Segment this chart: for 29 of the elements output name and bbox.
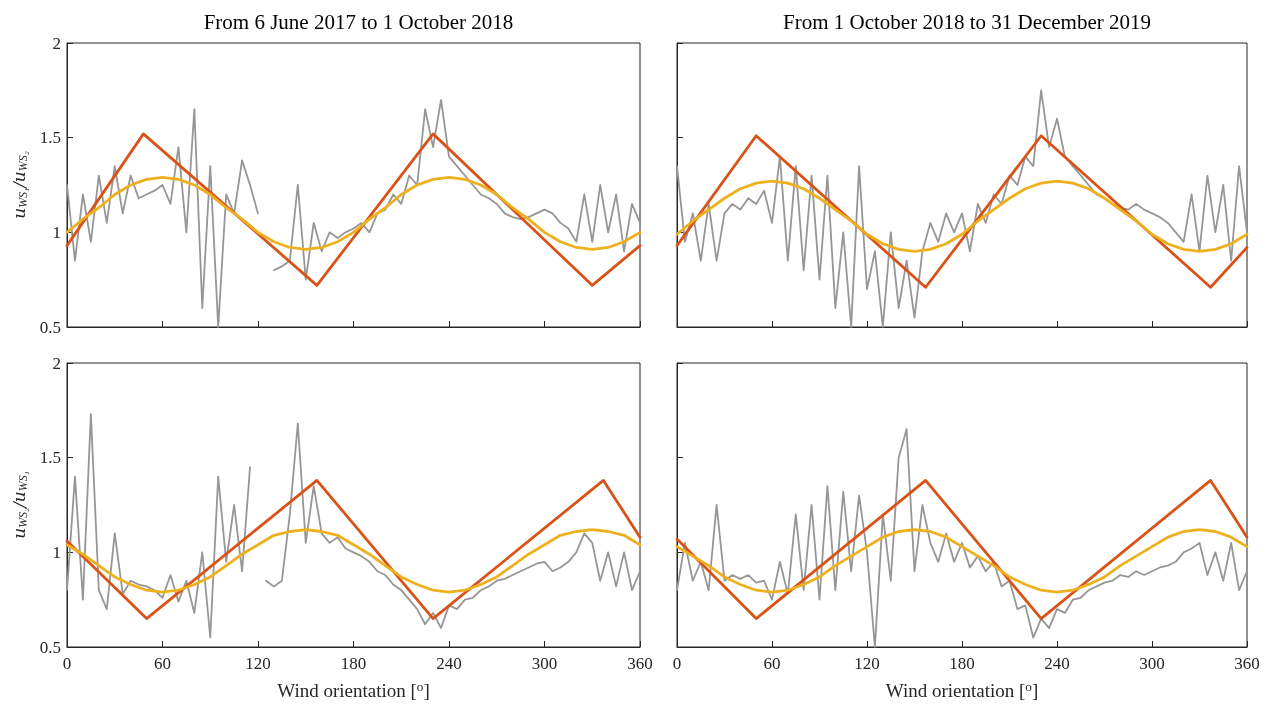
line-series (65, 176, 642, 251)
y-tick-label: 0.5 (39, 637, 61, 657)
y-tick-label: 0.5 (39, 317, 61, 337)
chart-title: From 1 October 2018 to 31 December 2019 (782, 9, 1152, 34)
x-tick-label: 240 (1044, 654, 1070, 673)
x-tick-label: 120 (245, 654, 271, 673)
x-tick-label: 180 (949, 654, 975, 673)
x-tick-label: 120 (854, 654, 880, 673)
y-tick-label: 2 (52, 33, 61, 53)
x-tick-label: 240 (436, 654, 462, 673)
x-tick-label: 0 (62, 654, 72, 673)
x-tick-label: 300 (531, 654, 558, 673)
x-tick-label: 60 (763, 654, 781, 673)
y-axis-title: uWS₂/uWS₁ (9, 471, 30, 539)
y-axis-title: uWS₁/uWS₂ (9, 151, 30, 219)
x-tick-label: 300 (1139, 654, 1165, 673)
y-tick-label: 2 (52, 353, 61, 373)
y-tick-label: 1.5 (39, 448, 61, 468)
line-series (65, 528, 642, 594)
y-tick-label: 1 (52, 542, 61, 562)
y-tick-label: 1 (52, 222, 61, 242)
x-tick-label: 180 (340, 654, 367, 673)
line-series (65, 478, 642, 620)
y-tick-label: 1.5 (39, 128, 61, 148)
chart-title: From 6 June 2017 to 1 October 2018 (203, 9, 514, 34)
x-tick-label: 360 (1234, 654, 1260, 673)
x-tick-label: 60 (154, 654, 171, 673)
x-tick-label: 0 (672, 654, 682, 673)
x-tick-label: 360 (627, 654, 653, 673)
